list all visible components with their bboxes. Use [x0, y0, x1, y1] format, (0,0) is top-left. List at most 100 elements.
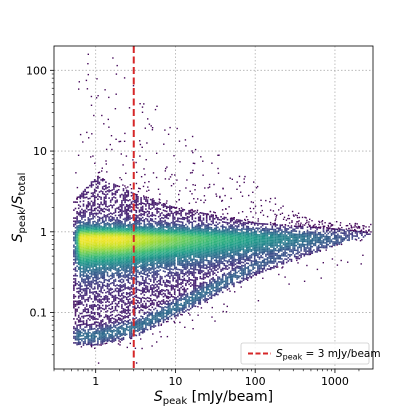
density-cell	[191, 226, 194, 229]
density-cell	[162, 254, 165, 256]
density-cell	[138, 236, 141, 239]
density-cell	[193, 290, 195, 293]
density-cell	[100, 238, 102, 240]
density-cell	[113, 340, 115, 342]
density-cell	[108, 242, 110, 244]
density-cell	[97, 193, 99, 196]
density-cell	[124, 296, 126, 298]
density-cell	[161, 250, 163, 253]
density-cell	[119, 232, 122, 235]
density-cell	[97, 286, 99, 288]
density-cell	[199, 298, 202, 300]
density-cell	[210, 278, 213, 280]
density-cell	[135, 227, 138, 230]
density-cell	[169, 285, 171, 287]
density-cell	[135, 296, 138, 298]
density-cell	[153, 267, 155, 269]
density-cell	[170, 273, 173, 275]
density-cell	[178, 307, 181, 309]
density-cell	[146, 199, 149, 201]
density-cell	[177, 246, 179, 248]
density-cell	[177, 231, 179, 234]
density-cell	[141, 290, 144, 292]
density-cell	[191, 215, 194, 217]
density-cell	[95, 207, 98, 210]
density-cell	[81, 218, 83, 220]
density-cell	[97, 256, 99, 258]
density-cell	[151, 236, 154, 238]
density-cell	[169, 251, 171, 254]
density-cell	[77, 249, 80, 251]
density-cell	[180, 262, 182, 265]
density-cell	[199, 271, 202, 273]
density-cell	[90, 224, 93, 227]
density-cell	[154, 322, 157, 324]
density-cell	[172, 300, 174, 303]
density-cell	[90, 205, 93, 207]
density-cell	[162, 251, 165, 253]
density-cell	[140, 328, 142, 330]
density-cell	[164, 270, 166, 273]
density-cell	[180, 270, 182, 273]
density-cell	[170, 239, 173, 242]
density-cell	[103, 238, 106, 240]
density-cell	[197, 261, 200, 263]
density-cell	[143, 281, 146, 283]
density-cell	[97, 195, 99, 197]
density-cell	[196, 227, 198, 229]
density-cell	[153, 286, 155, 288]
density-cell	[77, 301, 80, 304]
density-cell	[138, 219, 141, 221]
density-cell	[143, 267, 146, 269]
density-cell	[93, 343, 96, 346]
density-cell	[98, 255, 101, 257]
density-cell	[145, 243, 147, 246]
density-cell	[201, 289, 203, 291]
density-cell	[77, 233, 80, 235]
density-cell	[127, 267, 130, 269]
density-cell	[119, 279, 122, 281]
density-cell	[140, 305, 142, 308]
density-cell	[109, 252, 112, 254]
density-cell	[210, 254, 213, 256]
density-cell	[205, 251, 208, 254]
density-cell	[92, 328, 94, 330]
density-cell	[161, 265, 163, 267]
density-cell	[93, 254, 96, 256]
density-cell	[114, 253, 117, 255]
density-cell	[178, 283, 181, 285]
density-cell	[140, 241, 142, 244]
density-cell	[101, 208, 104, 211]
density-cell	[121, 305, 123, 308]
density-cell	[121, 235, 123, 237]
density-cell	[81, 231, 83, 233]
density-cell	[98, 333, 101, 336]
density-cell	[145, 225, 147, 228]
density-cell	[188, 299, 190, 302]
density-cell	[121, 264, 123, 266]
density-cell	[143, 331, 146, 333]
density-cell	[188, 297, 190, 300]
density-cell	[191, 296, 194, 299]
density-cell	[119, 335, 122, 337]
density-cell	[87, 279, 90, 282]
density-cell	[181, 242, 184, 244]
density-cell	[130, 206, 133, 208]
density-cell	[186, 232, 189, 234]
density-cell	[194, 295, 197, 298]
density-cell	[101, 330, 104, 332]
density-cell	[106, 193, 109, 195]
density-cell	[85, 204, 88, 207]
density-cell	[121, 286, 123, 289]
density-cell	[103, 260, 106, 263]
density-cell	[116, 268, 118, 270]
density-cell	[98, 237, 101, 240]
density-cell	[202, 270, 205, 272]
density-cell	[170, 255, 173, 258]
density-cell	[129, 328, 131, 331]
density-cell	[172, 302, 174, 304]
density-cell	[79, 232, 82, 235]
density-cell	[74, 236, 77, 239]
density-cell	[101, 221, 104, 224]
density-cell	[121, 304, 123, 306]
